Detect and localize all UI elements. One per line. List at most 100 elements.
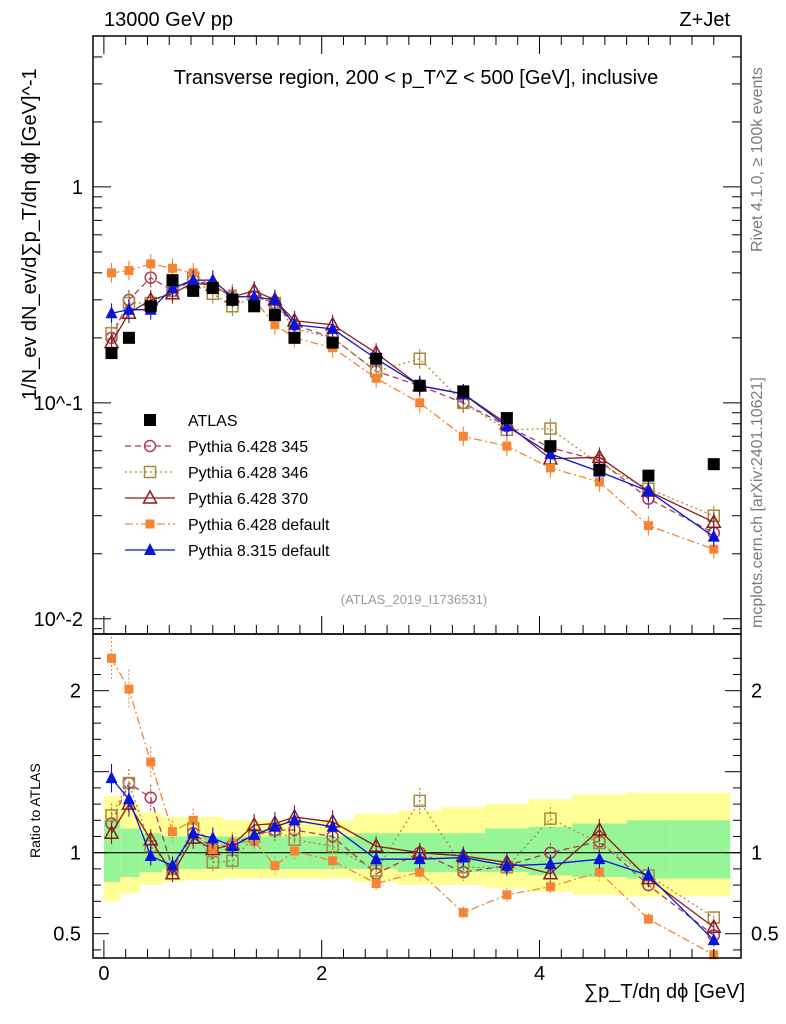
ratio-y-tick-label-left: 2: [70, 681, 81, 703]
ratio-plot: 0 2 4 0.5 0.5 1 1 2 2: [53, 633, 779, 985]
atlas-data-point: [593, 463, 606, 476]
ratio-point: [591, 821, 608, 836]
ratio-point: [289, 846, 299, 856]
ratio-point: [206, 831, 219, 844]
legend-label: Pythia 8.315 default: [188, 543, 330, 560]
main-point: [107, 268, 117, 278]
ratio-point: [288, 833, 301, 846]
ratio-point: [413, 794, 426, 808]
ratio-point: [105, 771, 118, 784]
ratio-point: [103, 824, 120, 840]
ratio-point: [288, 813, 301, 826]
main-point: [288, 317, 301, 330]
main-point: [326, 321, 339, 334]
main-point: [146, 259, 156, 269]
ratio-point: [326, 819, 339, 832]
main-point: [500, 419, 513, 432]
plot-title: Transverse region, 200 < p_T^Z < 500 [Ge…: [174, 67, 658, 89]
ratio-point: [544, 812, 557, 825]
ratio-point: [643, 914, 653, 924]
main-point: [458, 431, 468, 441]
ratio-y-tick-label-left: 1: [70, 843, 81, 865]
ratio-point: [594, 867, 604, 877]
atlas-data-point: [166, 274, 179, 287]
ratio-point: [544, 857, 557, 870]
main-point: [122, 302, 135, 315]
ratio-point: [146, 757, 156, 767]
ratio-point: [268, 819, 281, 832]
main-point: [707, 529, 720, 542]
ratio-point: [707, 933, 720, 946]
atlas-data-point: [370, 352, 383, 365]
ratio-point: [226, 839, 239, 852]
header-energy: 13000 GeV pp: [104, 9, 233, 31]
legend-label: Pythia 6.428 345: [188, 439, 308, 456]
main-frame: [92, 35, 742, 635]
main-point: [268, 292, 281, 305]
ratio-point: [458, 908, 468, 918]
ratio-point: [144, 791, 157, 804]
atlas-data-point: [206, 282, 219, 295]
ratio-point: [144, 848, 157, 861]
x-tick-label: 4: [534, 963, 545, 985]
ratio-point: [105, 809, 118, 822]
header-process: Z+Jet: [679, 9, 730, 31]
main-point: [544, 446, 557, 459]
main-point: [270, 320, 280, 330]
atlas-data-point: [413, 379, 426, 392]
legend-label: Pythia 6.428 370: [188, 491, 308, 508]
legend-label: Pythia 6.428 346: [188, 465, 308, 482]
main-point: [643, 521, 653, 531]
ratio-point: [328, 856, 338, 866]
ratio-y-axis-label: Ratio to ATLAS: [27, 763, 43, 858]
ratio-point: [415, 867, 425, 877]
atlas-data-point: [457, 385, 470, 398]
ratio-point: [370, 852, 383, 865]
ratio-point: [642, 868, 655, 881]
ratio-point: [124, 684, 134, 694]
atlas-data-point: [187, 284, 200, 297]
main-y-tick-label: 1: [72, 177, 83, 199]
ratio-point: [107, 653, 117, 663]
main-point: [105, 306, 118, 319]
atlas-data-point: [268, 309, 281, 322]
legend-label: Pythia 6.428 default: [188, 517, 330, 534]
atlas-data-point: [642, 469, 655, 482]
main-plot: 10^-2 10^-1 1: [34, 35, 742, 635]
mcplots-label: mcplots.cern.ch [arXiv:2401.10621]: [749, 377, 766, 628]
atlas-data-point: [226, 293, 239, 306]
legend-marker: [145, 519, 155, 529]
analysis-tag: (ATLAS_2019_I1736531): [341, 592, 487, 607]
rivet-version-label: Rivet 4.1.0, ≥ 100k events: [749, 67, 766, 252]
ratio-point: [208, 844, 218, 854]
atlas-data-point: [105, 347, 118, 360]
ratio-point: [166, 858, 179, 871]
ratio-point: [413, 852, 426, 865]
ratio-y-tick-label-right: 0.5: [751, 924, 779, 946]
x-tick-label: 2: [316, 963, 327, 985]
ratio-point: [248, 827, 261, 840]
ratio-point: [542, 865, 559, 880]
ratio-point: [142, 831, 159, 846]
legend-marker: [144, 414, 156, 426]
main-y-axis-label: 1/N_ev dN_ev/d∑p_T/dη dϕ [GeV]^-1: [19, 68, 41, 400]
ratio-point: [371, 878, 381, 888]
main-point: [415, 398, 425, 408]
main-point: [502, 441, 512, 451]
ratio-point: [502, 890, 512, 900]
main-point: [124, 266, 134, 276]
legend-marker: [143, 465, 157, 479]
ratio-point: [270, 861, 280, 871]
main-point: [166, 281, 179, 294]
ratio-point: [187, 826, 200, 839]
ratio-point: [706, 918, 722, 933]
atlas-data-point: [288, 331, 301, 344]
main-y-tick-label: 10^-2: [34, 609, 83, 631]
legend-marker: [142, 489, 158, 504]
ratio-band-inner: [670, 820, 731, 879]
ratio-point: [188, 815, 198, 825]
ratio-y-tick-label-left: 0.5: [53, 924, 81, 946]
atlas-data-point: [500, 412, 513, 425]
ratio-y-tick-label-right: 1: [751, 843, 762, 865]
